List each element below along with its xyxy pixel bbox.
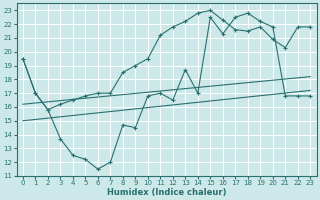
X-axis label: Humidex (Indice chaleur): Humidex (Indice chaleur) xyxy=(107,188,226,197)
